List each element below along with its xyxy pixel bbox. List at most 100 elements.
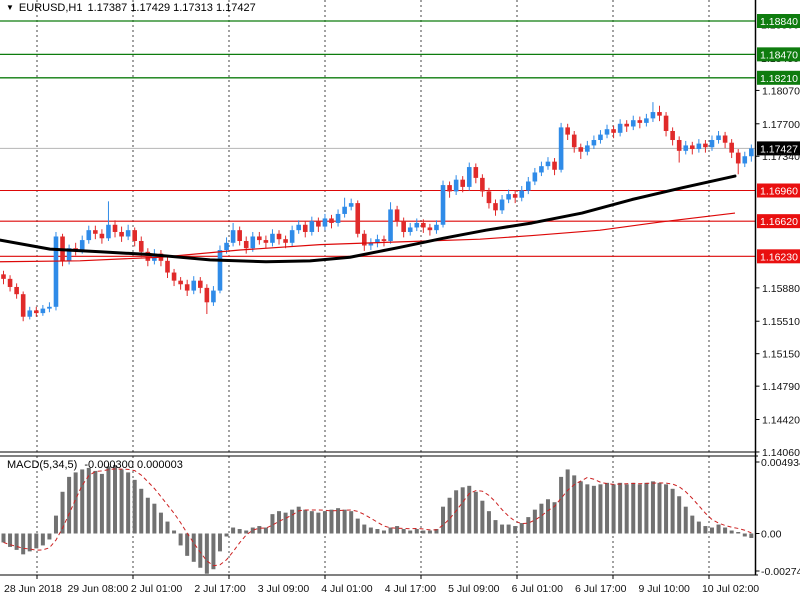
macd-bar xyxy=(270,514,275,534)
macd-bar xyxy=(381,530,386,534)
candle-body-up xyxy=(742,156,748,164)
macd-bar xyxy=(729,530,734,534)
macd-bar xyxy=(447,497,452,534)
macd-bar xyxy=(460,487,465,534)
candle-body-up xyxy=(434,224,439,231)
macd-bar xyxy=(696,521,701,534)
macd-bar xyxy=(99,473,104,534)
candle-body-down xyxy=(676,140,682,151)
macd-bar xyxy=(158,512,163,534)
resistance-badge-label: 1.18840 xyxy=(760,16,798,28)
candle-body-up xyxy=(630,120,636,127)
price-tick-label: 1.18070 xyxy=(762,85,800,97)
macd-bar xyxy=(309,511,314,534)
macd-bar xyxy=(73,472,78,534)
candle-body-up xyxy=(368,242,374,246)
macd-bar xyxy=(506,524,511,534)
candle-body-up xyxy=(289,230,295,243)
macd-bar xyxy=(559,476,564,534)
candle-body-up xyxy=(696,143,702,150)
price-tick-label: 1.17700 xyxy=(762,119,800,131)
macd-bar xyxy=(237,529,242,534)
macd-bar xyxy=(401,529,406,534)
candle-body-up xyxy=(598,134,603,141)
macd-bar xyxy=(578,481,583,534)
candle-body-down xyxy=(138,240,144,252)
candle-body-up xyxy=(532,172,538,182)
candle-body-down xyxy=(171,272,177,281)
price-tick-label: 1.15880 xyxy=(762,283,800,295)
candle-body-down xyxy=(198,280,203,288)
candle-body-up xyxy=(709,140,715,148)
macd-bar xyxy=(198,533,203,568)
macd-bar xyxy=(388,527,393,534)
candle-body-down xyxy=(1,274,6,279)
price-tick-label: 1.15150 xyxy=(762,349,800,361)
macd-bar xyxy=(395,526,400,534)
candle-body-down xyxy=(204,287,210,303)
candle-body-up xyxy=(348,203,354,207)
candle-body-up xyxy=(440,185,446,225)
candle-body-down xyxy=(355,203,361,234)
macd-bar xyxy=(532,509,537,534)
support-badge xyxy=(757,183,800,198)
candle-body-down xyxy=(552,161,557,170)
macd-bar xyxy=(204,533,209,574)
current-price-badge xyxy=(757,141,800,156)
macd-bar xyxy=(690,515,695,534)
candle-body-up xyxy=(79,240,85,251)
candle-body-down xyxy=(34,310,39,314)
macd-bar xyxy=(441,506,446,534)
macd-bar xyxy=(486,511,491,534)
time-axis-label: 2 Jul 17:00 xyxy=(194,583,246,595)
candle-body-up xyxy=(53,236,59,307)
macd-scale-label: 0.004934 xyxy=(761,457,800,469)
macd-bar xyxy=(172,530,177,534)
indicator-title: MACD(5,34,5) -0.000300 0.000003 xyxy=(7,459,187,471)
candle-body-down xyxy=(165,260,170,273)
candle-body-down xyxy=(362,233,367,246)
macd-bar xyxy=(349,511,354,534)
macd-bar xyxy=(723,527,728,534)
candle-body-down xyxy=(493,203,498,211)
macd-bar xyxy=(513,526,518,534)
candle-body-up xyxy=(414,222,420,228)
support-badge xyxy=(757,214,800,229)
current-price-badge-label: 1.17427 xyxy=(760,143,798,155)
candle-body-down xyxy=(14,286,19,295)
candle-body-down xyxy=(329,218,334,223)
macd-bar xyxy=(185,533,190,556)
macd-bar xyxy=(545,499,550,534)
macd-bar xyxy=(336,508,341,534)
candle-body-up xyxy=(650,112,656,119)
macd-bar xyxy=(637,484,642,534)
macd-bar xyxy=(93,470,98,534)
candle-body-down xyxy=(670,130,675,141)
macd-bar xyxy=(355,518,360,534)
time-axis-label: 28 Jun 2018 xyxy=(4,583,62,595)
support-badge-label: 1.16960 xyxy=(760,186,798,198)
time-axis-label: 29 Jun 08:00 xyxy=(67,583,128,595)
candle-body-down xyxy=(112,224,118,232)
symbol-dropdown-icon[interactable]: ▼ xyxy=(6,3,14,12)
candle-body-up xyxy=(499,199,505,211)
macd-bar xyxy=(191,533,196,562)
macd-bar xyxy=(480,500,485,534)
candle-body-down xyxy=(119,231,124,237)
candle-body-down xyxy=(132,230,137,241)
candle-body-down xyxy=(447,185,452,192)
candle-body-up xyxy=(217,250,223,291)
candle-body-down xyxy=(394,209,400,222)
macd-bar xyxy=(414,529,419,534)
candle-body-down xyxy=(735,152,741,164)
candle-body-down xyxy=(624,123,629,127)
macd-bar xyxy=(539,503,544,534)
candle-body-down xyxy=(401,221,406,232)
candle-body-down xyxy=(480,177,485,192)
macd-bar xyxy=(27,533,32,552)
candle-body-up xyxy=(749,148,754,157)
candle-body-down xyxy=(565,127,570,135)
candle-body-down xyxy=(302,224,308,232)
resistance-badge xyxy=(757,14,800,28)
